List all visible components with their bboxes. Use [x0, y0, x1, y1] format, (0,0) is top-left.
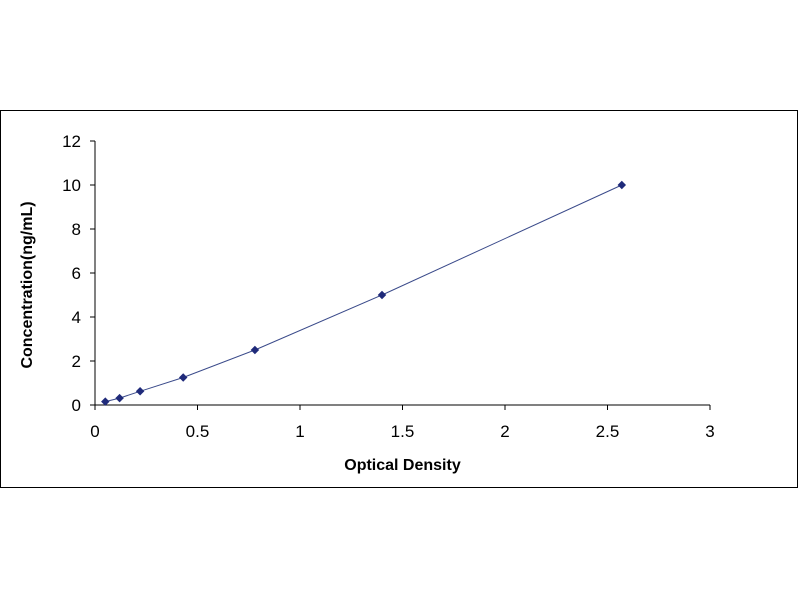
y-tick-label: 12 [62, 132, 81, 151]
x-tick-label: 0.5 [186, 422, 210, 441]
y-tick-label: 0 [72, 396, 81, 415]
y-tick-label: 6 [72, 264, 81, 283]
x-tick-label: 1.5 [391, 422, 415, 441]
axes [94, 141, 710, 406]
x-tick-label: 2.5 [596, 422, 620, 441]
data-point [115, 393, 124, 403]
x-ticks: 0 0.5 1 1.5 2 2.5 3 [90, 405, 715, 441]
data-point [178, 373, 188, 382]
data-point [250, 345, 260, 355]
y-tick-label: 8 [72, 220, 81, 239]
data-point [101, 397, 110, 406]
y-axis-title: Concentration(ng/mL) [19, 201, 36, 368]
data-point [377, 290, 387, 300]
data-point [617, 180, 627, 190]
x-tick-label: 3 [705, 422, 714, 441]
y-tick-label: 10 [62, 176, 81, 195]
y-tick-label: 2 [72, 352, 81, 371]
x-axis-title: Optical Density [344, 457, 461, 474]
data-points [101, 180, 627, 406]
x-tick-label: 2 [500, 422, 509, 441]
x-tick-label: 1 [295, 422, 304, 441]
y-ticks: 0 2 4 6 8 10 12 [62, 132, 95, 415]
y-tick-label: 4 [72, 308, 81, 327]
trend-line [105, 184, 623, 403]
data-point [135, 387, 145, 396]
x-tick-label: 0 [90, 422, 99, 441]
chart-frame [0, 110, 798, 488]
